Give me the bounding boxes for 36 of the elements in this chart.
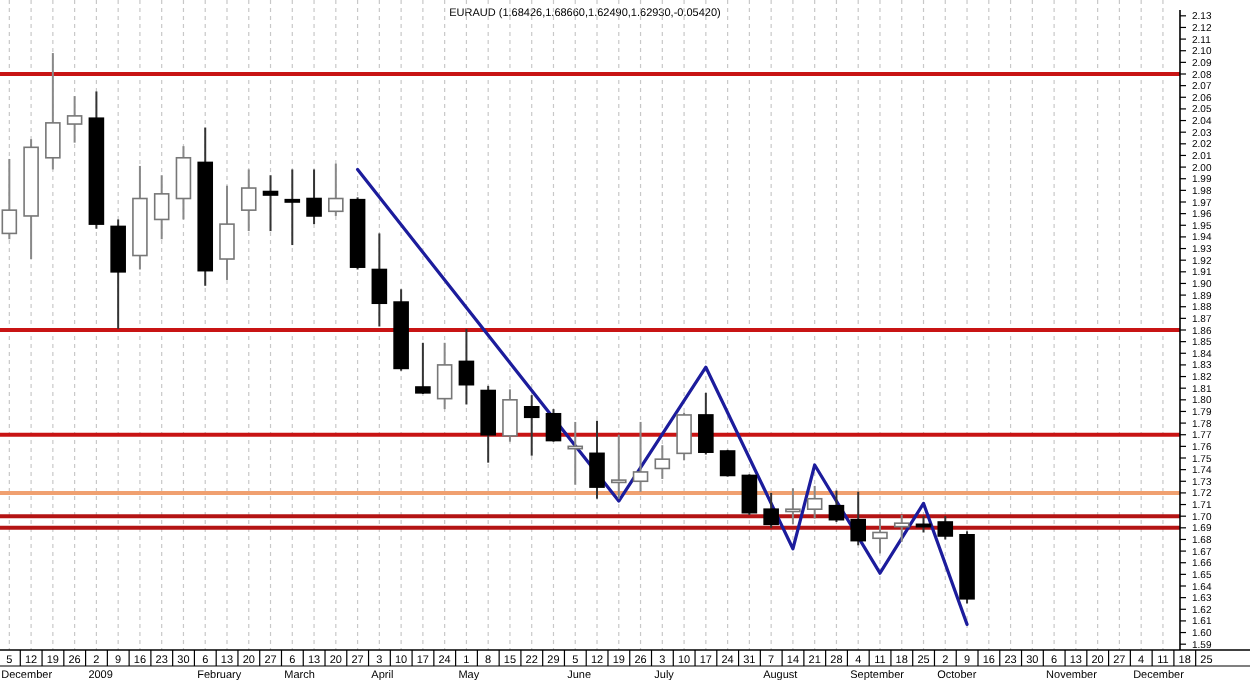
candlestick [850,490,867,547]
candlestick [589,419,605,500]
candlestick [828,489,845,523]
candlestick [153,174,170,241]
candlestick [719,448,736,478]
candlestick [872,517,888,555]
candlestick [219,184,235,281]
candlestick [654,444,671,480]
candlestick [502,388,518,443]
candlestick [545,408,562,443]
candlestick [523,394,540,457]
candlestick [306,168,322,226]
line-series [355,167,969,626]
candlestick [480,384,496,464]
candlestick [937,515,954,541]
candlestick [610,433,627,500]
candlestick [741,473,758,517]
candlestick [436,341,453,411]
candlestick [676,411,692,462]
candlestick [458,327,475,406]
candlestick [66,95,83,144]
candlestick [785,487,801,526]
candlestick [415,341,431,395]
candlestick [698,391,714,456]
candlestick [893,514,910,543]
candlestick [175,145,192,221]
candlestick [806,484,823,520]
candlestick [632,420,649,493]
candlestick [328,162,344,217]
candlestick [262,174,279,233]
candlestick [284,168,301,247]
candlestick [240,168,257,233]
candlestick [763,491,779,529]
candlestick [110,218,126,330]
candlestick [45,52,61,171]
candlestick [371,232,388,328]
